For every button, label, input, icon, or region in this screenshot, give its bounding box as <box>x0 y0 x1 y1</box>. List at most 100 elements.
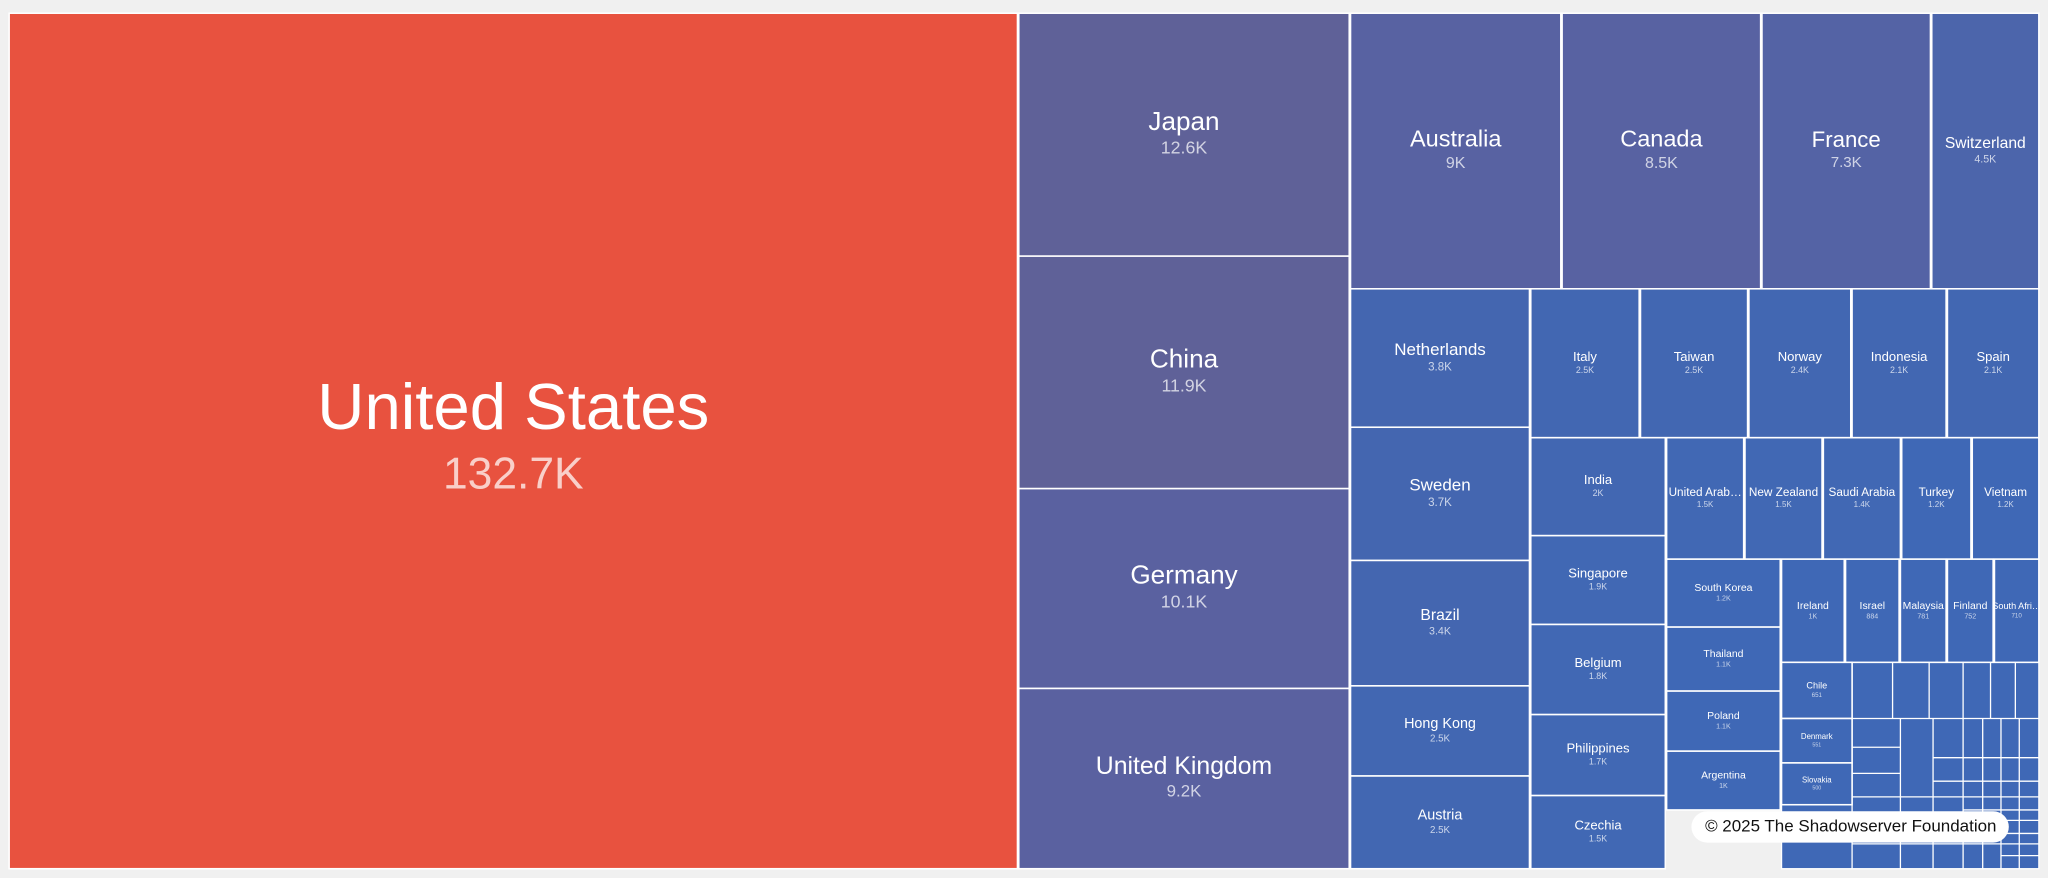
cell-rect <box>1780 717 1853 764</box>
cell-value: 1.7K <box>1589 757 1607 767</box>
cell-label: India <box>1584 472 1613 487</box>
cell-value: 752 <box>1964 612 1976 620</box>
cell-label: Netherlands <box>1394 340 1486 359</box>
cell-label: South Korea <box>1694 583 1752 594</box>
cell-label: France <box>1812 127 1881 152</box>
cell-rect <box>1780 661 1853 720</box>
cell-rect <box>1851 288 1947 439</box>
cell-label: Slovakia <box>1802 775 1832 784</box>
cell: Slovakia 500 <box>1780 762 1853 806</box>
cell-value: 7.3K <box>1831 154 1862 171</box>
cell-value: 132.7K <box>443 450 584 499</box>
cell-label: Turkey <box>1919 486 1955 499</box>
cell-value: 2.4K <box>1791 365 1809 375</box>
cell-label: Italy <box>1573 349 1597 364</box>
cell-label: United States <box>317 370 709 443</box>
cell-rect <box>1529 713 1667 797</box>
cell-label: Finland <box>1953 601 1987 612</box>
cell: Canada 8.5K <box>1561 12 1762 290</box>
cell-rect <box>1971 436 2040 560</box>
cell-value: 8.5K <box>1645 155 1678 172</box>
credit: © 2025 The Shadowserver Foundation <box>1705 816 1996 835</box>
cell-value: 884 <box>1866 612 1878 620</box>
cell-value: 2K <box>1593 488 1604 498</box>
cell-rect <box>1665 750 1782 811</box>
cell-value: 1.1K <box>1716 661 1731 669</box>
cell-rect <box>1529 436 1667 537</box>
cell-rect <box>1899 558 1947 664</box>
cell-value: 2.5K <box>1685 365 1703 375</box>
cell-rect <box>1900 436 1972 560</box>
cell-value: 1K <box>1719 782 1728 790</box>
cell-rect <box>1822 436 1902 560</box>
cell-rect <box>1946 288 2040 439</box>
credit-badge <box>1691 811 2009 843</box>
cell-label: Poland <box>1707 711 1740 722</box>
cell-label: Czechia <box>1574 818 1622 833</box>
cell-label: Germany <box>1130 560 1237 590</box>
cell-label: Norway <box>1778 349 1823 364</box>
cell-rect <box>1349 288 1531 429</box>
cell-label: Taiwan <box>1674 349 1715 364</box>
cell-label: Thailand <box>1703 649 1743 660</box>
cell-value: 1.9K <box>1589 582 1607 592</box>
cell-rect <box>1529 794 1667 870</box>
cell-rect <box>1529 623 1667 716</box>
cell-value: 1.5K <box>1697 500 1714 509</box>
cell-rect <box>1748 288 1852 439</box>
cell-label: United Kingdom <box>1096 753 1272 780</box>
cell-rect <box>1017 255 1351 490</box>
cell-rect <box>1780 558 1846 664</box>
cell-label: Brazil <box>1420 607 1459 624</box>
cell-label: Israel <box>1860 601 1886 612</box>
cell-rect <box>1529 288 1640 439</box>
cell-rect <box>1017 487 1351 690</box>
cell-value: 1.2K <box>1928 500 1945 509</box>
cell-label: Philippines <box>1566 741 1630 756</box>
cell-label: Switzerland <box>1945 135 2026 152</box>
cell-value: 1.5K <box>1589 834 1607 844</box>
cell-rect <box>1780 762 1853 806</box>
cell-label: Belgium <box>1574 655 1621 670</box>
cell-rect <box>1930 12 2040 290</box>
cell-rect <box>1993 558 2040 664</box>
cell: Netherlands 3.8K <box>1349 288 1531 429</box>
cell: Brazil 3.4K <box>1349 559 1531 687</box>
cell-label: Singapore <box>1568 566 1627 581</box>
cell-value: 9.2K <box>1167 782 1202 801</box>
cell-label: Spain <box>1976 349 2009 364</box>
cell-value: 2.5K <box>1430 733 1451 744</box>
cell-value: 2.5K <box>1430 825 1451 836</box>
cell-label: Vietnam <box>1984 486 2027 499</box>
cell-value: 1.2K <box>1716 595 1731 603</box>
cell-label: Australia <box>1410 126 1502 152</box>
cell-value: 1.1K <box>1716 723 1731 731</box>
cell-label: Austria <box>1418 808 1463 824</box>
cell-value: 2.5K <box>1576 365 1594 375</box>
cell-label: Sweden <box>1409 476 1470 495</box>
cell-rect <box>1017 687 1351 870</box>
cell: United Kingdom 9.2K <box>1017 687 1351 870</box>
cell-value: 9K <box>1446 155 1466 172</box>
cell-value: 2.1K <box>1890 365 1908 375</box>
